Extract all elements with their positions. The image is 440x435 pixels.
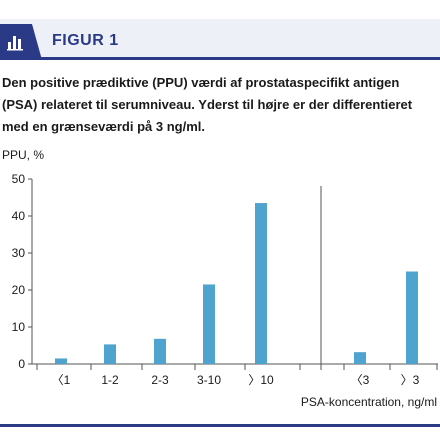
x-tick-label: 〈1 bbox=[52, 373, 71, 387]
figure-label: FIGUR 1 bbox=[52, 32, 119, 49]
y-tick-label: 30 bbox=[12, 246, 26, 260]
x-tick-label: 3-10 bbox=[197, 373, 221, 387]
x-tick-label: 1-2 bbox=[101, 373, 119, 387]
x-tick-label: 〈3 bbox=[351, 373, 370, 387]
y-tick-label: 10 bbox=[12, 320, 26, 334]
x-tick-label: 2-3 bbox=[151, 373, 169, 387]
x-tick-label: 〉10 bbox=[248, 373, 274, 387]
bar bbox=[255, 203, 267, 364]
y-axis-label: PPU, % bbox=[2, 148, 45, 162]
bar bbox=[203, 284, 215, 364]
bar bbox=[154, 338, 166, 364]
figure-caption: Den positive prædiktive (PPU) værdi af p… bbox=[2, 75, 413, 134]
bar bbox=[406, 271, 418, 364]
bar-chart-icon bbox=[0, 24, 32, 60]
x-tick-label: 〉3 bbox=[401, 373, 420, 387]
y-tick-label: 0 bbox=[18, 357, 25, 371]
x-axis-label: PSA-koncentration, ng/ml bbox=[301, 395, 437, 409]
y-tick-label: 20 bbox=[12, 283, 26, 297]
bar bbox=[55, 358, 67, 364]
y-tick-label: 50 bbox=[12, 172, 26, 186]
figure-header: FIGUR 1 bbox=[0, 0, 440, 60]
header-band bbox=[0, 19, 440, 57]
header-rule bbox=[0, 57, 440, 60]
bar bbox=[354, 352, 366, 364]
icon-tab-slant bbox=[32, 24, 42, 60]
bottom-rule bbox=[0, 424, 440, 427]
bar bbox=[104, 344, 116, 364]
bar-chart: 0 10 20 30 40 50 〈1 1-2 2-3 3-10 〉10 〈3 〉3 PSA-koncen… bbox=[12, 172, 438, 409]
y-tick-label: 40 bbox=[12, 209, 26, 223]
